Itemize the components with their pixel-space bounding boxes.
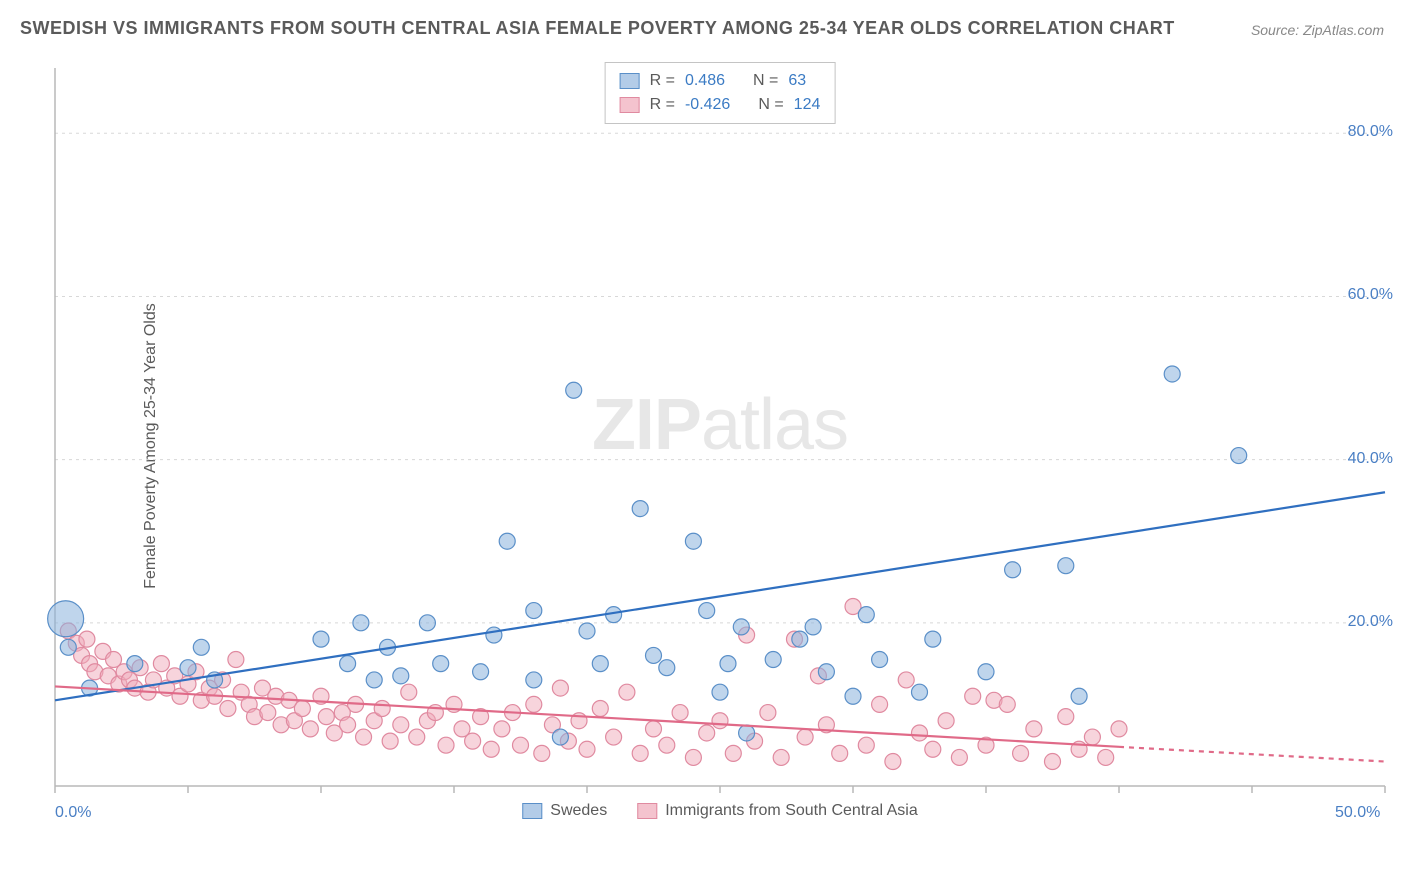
y-tick-label: 60.0%: [1348, 286, 1393, 304]
legend-swatch-immigrants: [637, 803, 657, 819]
chart-title: SWEDISH VS IMMIGRANTS FROM SOUTH CENTRAL…: [20, 18, 1175, 39]
swatch-swedes: [620, 73, 640, 89]
r-value-2: -0.426: [685, 93, 730, 117]
x-tick-label: 0.0%: [55, 804, 91, 822]
legend-item-immigrants: Immigrants from South Central Asia: [637, 802, 918, 820]
legend-label-swedes: Swedes: [550, 802, 607, 820]
y-tick-label: 40.0%: [1348, 450, 1393, 468]
stats-row-swedes: R = 0.486 N = 63: [620, 69, 821, 93]
y-tick-label: 80.0%: [1348, 123, 1393, 141]
legend-swatch-swedes: [522, 803, 542, 819]
n-value-1: 63: [788, 69, 806, 93]
plot-area: ZIPatlas R = 0.486 N = 63 R = -0.426 N =…: [55, 60, 1385, 820]
swatch-immigrants: [620, 97, 640, 113]
scatter-chart-svg: [55, 60, 1385, 820]
r-label-2: R =: [650, 93, 675, 117]
x-tick-label: 50.0%: [1335, 804, 1380, 822]
n-label-2: N =: [758, 93, 783, 117]
legend-item-swedes: Swedes: [522, 802, 607, 820]
y-tick-label: 20.0%: [1348, 613, 1393, 631]
n-value-2: 124: [794, 93, 821, 117]
source-attribution: Source: ZipAtlas.com: [1251, 22, 1384, 38]
legend: Swedes Immigrants from South Central Asi…: [522, 802, 917, 820]
stats-row-immigrants: R = -0.426 N = 124: [620, 93, 821, 117]
r-value-1: 0.486: [685, 69, 725, 93]
correlation-stats-box: R = 0.486 N = 63 R = -0.426 N = 124: [605, 62, 836, 124]
legend-label-immigrants: Immigrants from South Central Asia: [665, 802, 918, 820]
n-label-1: N =: [753, 69, 778, 93]
r-label-1: R =: [650, 69, 675, 93]
